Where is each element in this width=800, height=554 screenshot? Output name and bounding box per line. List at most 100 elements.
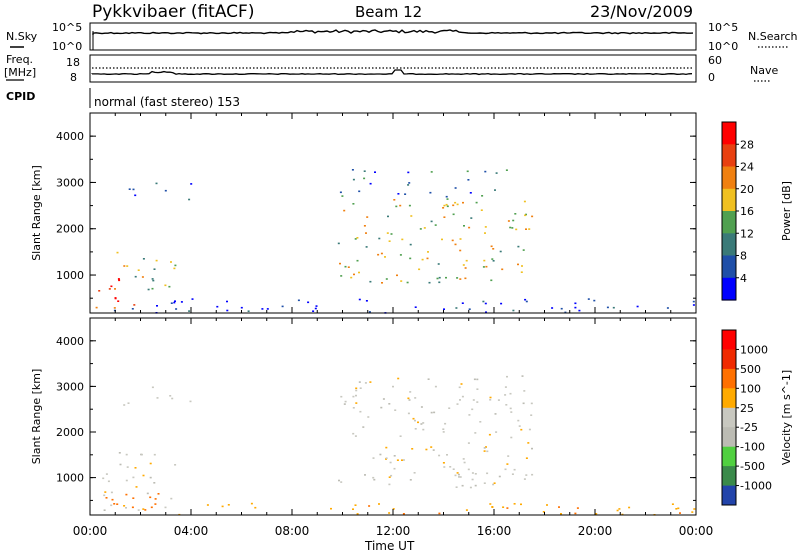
x-tick-label: 08:00: [275, 524, 310, 538]
scatter-cell: [445, 276, 447, 279]
colorbar-segment: [722, 188, 736, 212]
scatter-cell: [386, 232, 389, 234]
scatter-cell: [105, 473, 108, 475]
y-tick-label: 1000: [56, 472, 84, 485]
scatter-cell: [154, 498, 157, 500]
scatter-cell: [111, 498, 114, 501]
scatter-cell: [513, 468, 516, 471]
scatter-cell: [125, 453, 128, 456]
scatter-cell: [156, 305, 158, 307]
scatter-cell: [528, 228, 531, 230]
scatter-cell: [468, 414, 471, 416]
scatter-cell: [378, 503, 380, 505]
scatter-cell: [693, 508, 696, 510]
scatter-cell: [459, 399, 461, 401]
scatter-cell: [409, 391, 412, 393]
scatter-cell: [501, 268, 504, 271]
colorbar-segment: [722, 466, 736, 486]
x-tick-label: 00:00: [73, 524, 108, 538]
freq-left-tick-bottom: 8: [70, 71, 77, 84]
scatter-cell: [481, 195, 484, 197]
colorbar-tick-label: -25: [740, 421, 758, 434]
scatter-cell: [382, 398, 385, 400]
scatter-cell: [593, 299, 596, 302]
colorbar-tick-label: 1000: [740, 343, 768, 356]
scatter-cell: [343, 403, 346, 405]
scatter-cell: [523, 478, 526, 480]
date-title: 23/Nov/2009: [590, 2, 693, 21]
scatter-cell: [388, 512, 391, 514]
scatter-cell: [461, 302, 464, 304]
scatter-cell: [636, 305, 639, 308]
scatter-cell: [388, 483, 391, 486]
scatter-cell: [500, 302, 503, 305]
scatter-cell: [502, 506, 505, 508]
scatter-cell: [155, 259, 158, 262]
scatter-cell: [153, 482, 156, 484]
scatter-cell: [421, 258, 424, 261]
scatter-cell: [484, 302, 487, 305]
scatter-cell: [392, 508, 395, 510]
scatter-cell: [438, 454, 441, 457]
scatter-cell: [458, 386, 461, 389]
scatter-cell: [380, 252, 383, 255]
scatter-cell: [140, 453, 143, 456]
colorbar-tick-label: 28: [740, 138, 754, 151]
scatter-cell: [442, 428, 445, 430]
scatter-cell: [443, 466, 446, 468]
scatter-cell: [666, 307, 669, 309]
scatter-cell: [110, 491, 113, 494]
scatter-cell: [409, 479, 412, 481]
scatter-cell: [446, 198, 449, 200]
scatter-cell: [425, 448, 428, 451]
scatter-cell: [137, 269, 140, 271]
scatter-cell: [417, 421, 419, 424]
scatter-cell: [297, 299, 300, 302]
velocity-panel: 1000 2000 3000 4000 Slant Range [km]: [30, 317, 697, 516]
scatter-cell: [407, 184, 410, 186]
colorbar-tick-label: 500: [740, 363, 761, 376]
colorbar-segment: [722, 349, 736, 370]
scatter-cell: [456, 277, 459, 279]
station-title: Pykkvibaer (fitACF): [92, 2, 254, 22]
power-colorbar: 4 8 12 16 20 24 28 Power [dB]: [721, 121, 793, 301]
scatter-cell: [612, 306, 615, 309]
scatter-cell: [505, 404, 508, 406]
scatter-cell: [134, 467, 137, 469]
nave-label: Nave: [750, 64, 778, 77]
scatter-cell: [408, 399, 411, 401]
scatter-cell: [490, 245, 493, 248]
scatter-cell: [434, 224, 437, 226]
scatter-cell: [315, 305, 318, 307]
scatter-cell: [464, 277, 467, 280]
scatter-cell: [104, 491, 107, 493]
velocity-colorbar: -1000 -500 -100 -25 25 100 500 1000 Velocity [m …: [721, 329, 793, 506]
scatter-cell: [174, 464, 177, 466]
scatter-cell: [385, 446, 388, 449]
scatter-cell: [692, 304, 695, 306]
scatter-cell: [142, 508, 145, 510]
scatter-cell: [379, 453, 382, 456]
scatter-cell: [456, 203, 459, 206]
scatter-cell: [119, 463, 122, 466]
scatter-cell: [520, 271, 523, 273]
scatter-cell: [135, 486, 138, 488]
y-tick-label: 2000: [56, 223, 84, 236]
scatter-cell: [352, 407, 355, 409]
scatter-cell: [95, 306, 98, 309]
scatter-cell: [465, 259, 468, 262]
scatter-cell: [314, 307, 317, 310]
scatter-cell: [459, 249, 462, 252]
scatter-cell: [150, 506, 153, 509]
scatter-cell: [401, 459, 403, 461]
colorbar-segment: [722, 330, 736, 350]
scatter-cell: [492, 248, 495, 250]
scatter-cell: [459, 238, 462, 240]
scatter-cell: [396, 274, 398, 277]
scatter-cell: [338, 479, 340, 482]
scatter-cell: [419, 228, 422, 230]
scatter-cell: [133, 304, 136, 306]
scatter-cell: [521, 265, 523, 267]
scatter-cell: [164, 284, 167, 287]
beam-title: Beam 12: [355, 3, 422, 21]
